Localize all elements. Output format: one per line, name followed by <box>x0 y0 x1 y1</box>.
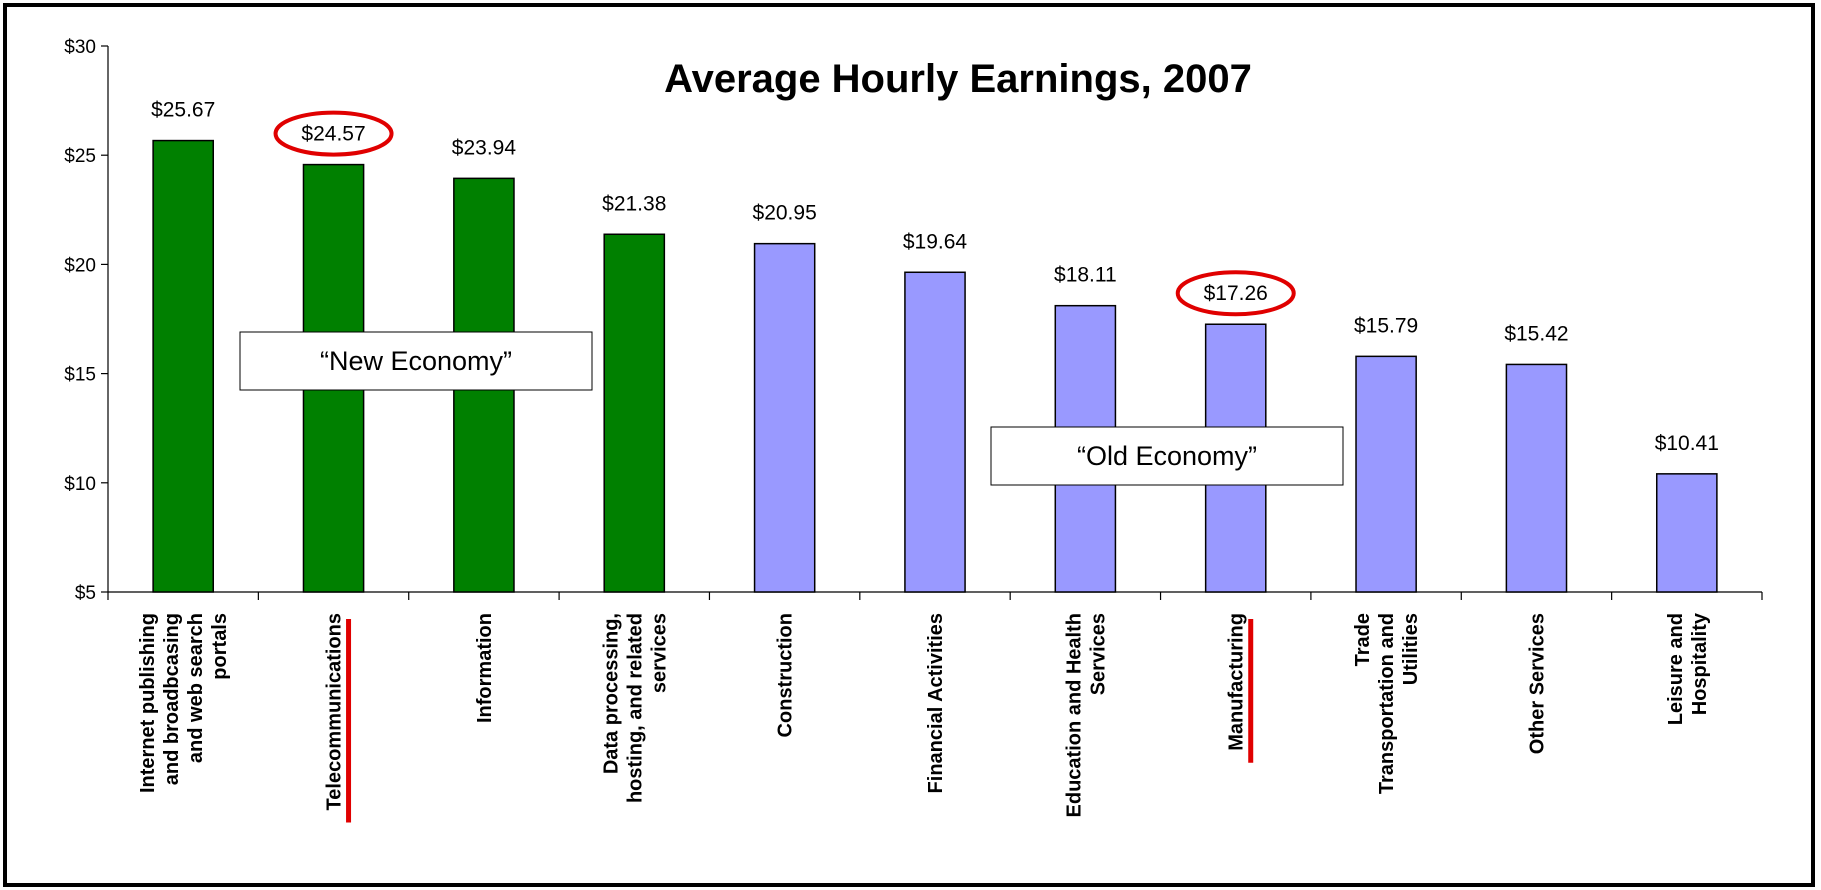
x-tick-label: Telecommunications <box>324 613 346 810</box>
annotation-box <box>990 426 1344 486</box>
data-label: $23.94 <box>452 136 517 159</box>
x-tick-label: Information <box>474 613 496 723</box>
bar <box>753 242 816 593</box>
bar <box>1505 363 1568 593</box>
y-tick-label: $20 <box>64 255 96 276</box>
x-tick-label: Manufacturing <box>1226 613 1248 751</box>
annotation: “Old Economy” <box>1077 441 1257 471</box>
x-tick-label: Trade Transportation and Utilities <box>1352 613 1422 794</box>
annotation: “New Economy” <box>320 346 512 376</box>
bar <box>152 139 215 593</box>
data-label: $10.41 <box>1655 432 1719 455</box>
data-label: $20.95 <box>753 202 817 225</box>
x-tick-label: Education and Health Services <box>1063 613 1109 817</box>
data-label: $19.64 <box>903 230 968 253</box>
chart-title: Average Hourly Earnings, 2007 <box>664 57 1252 101</box>
y-tick-label: $30 <box>64 37 96 58</box>
x-tick-label: Other Services <box>1526 613 1548 754</box>
data-label: $21.38 <box>602 192 666 215</box>
annotation-box <box>239 331 593 391</box>
x-tick-label: Leisure and Hospitality <box>1665 612 1711 725</box>
y-tick-label: $10 <box>64 474 96 495</box>
highlight-circle <box>1175 270 1296 317</box>
y-tick-label: $15 <box>64 365 96 386</box>
bar <box>1655 473 1718 593</box>
y-tick-label: $5 <box>75 583 96 604</box>
data-label: $25.67 <box>151 99 215 122</box>
data-label: $15.79 <box>1354 314 1418 337</box>
x-tick-label: Data processing, hosting, and related serv… <box>600 613 670 803</box>
data-label: $24.57 <box>301 123 365 146</box>
data-label: $15.42 <box>1504 322 1568 345</box>
x-tick-label: Construction <box>775 613 797 737</box>
bar <box>603 233 666 593</box>
x-tick-label: Internet publishing and broadbcasing and w… <box>137 613 231 793</box>
data-label: $17.26 <box>1204 282 1268 305</box>
bar <box>1355 355 1417 593</box>
data-label: $18.11 <box>1054 264 1117 287</box>
y-tick-label: $25 <box>64 146 96 167</box>
bar <box>904 271 966 593</box>
highlight-circle <box>273 110 394 157</box>
x-tick-label: Financial Activities <box>925 613 947 793</box>
